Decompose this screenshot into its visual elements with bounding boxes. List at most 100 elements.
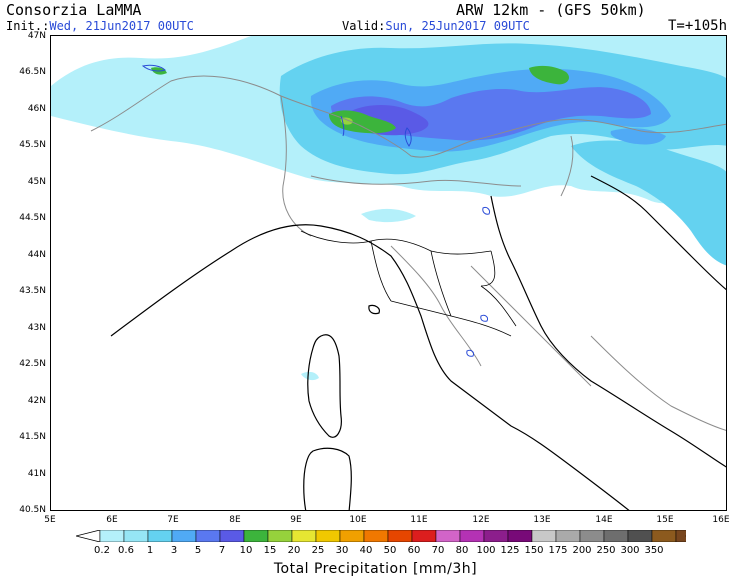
init-time: Init.:Wed, 21Jun2017 00UTC xyxy=(6,19,194,33)
colorbar-swatch xyxy=(219,530,245,542)
colorbar-swatch xyxy=(243,530,269,542)
cb-label-30: 30 xyxy=(335,545,349,556)
colorbar-swatch xyxy=(339,530,365,542)
colorbar-swatch xyxy=(267,530,293,542)
colorbar-swatch xyxy=(675,530,686,542)
colorbar-swatch xyxy=(579,530,605,542)
lat-label-47: 47N xyxy=(27,31,46,41)
cb-label-125: 125 xyxy=(500,545,520,556)
country-borders xyxy=(90,75,726,431)
valid-time: Valid:Sun, 25Jun2017 09UTC xyxy=(342,19,530,33)
lon-label-16e: 16E xyxy=(712,515,730,525)
coast-ligurian-tyrrhenian xyxy=(110,224,630,510)
cb-label-100: 100 xyxy=(476,545,496,556)
precip-area-east-balkans xyxy=(571,140,726,266)
organization-title: Consorzia LaMMA xyxy=(6,1,142,19)
precip-area-yellowgreen-lombardy xyxy=(340,117,353,125)
lat-label-41: 41N xyxy=(27,469,46,479)
precip-area-green-lombardy xyxy=(329,110,396,134)
cb-label-15: 15 xyxy=(263,545,277,556)
coastlines xyxy=(110,175,726,510)
precip-area-green-tyrol xyxy=(529,65,570,85)
cb-label-250: 250 xyxy=(596,545,616,556)
corsica-island xyxy=(307,334,342,438)
init-value: Wed, 21Jun2017 00UTC xyxy=(49,19,194,33)
colorbar-swatch xyxy=(435,530,461,542)
precip-area-corsica-light xyxy=(301,371,319,381)
lat-label-41-5: 41.5N xyxy=(19,432,46,442)
lat-label-46: 46N xyxy=(27,104,46,114)
lon-label-6e: 6E xyxy=(106,515,118,525)
colorbar-swatch xyxy=(147,530,173,542)
lon-label-12e: 12E xyxy=(472,515,490,525)
sardinia-island xyxy=(303,447,352,510)
coast-istria-dalmatia xyxy=(590,175,726,291)
lake-bolsena xyxy=(466,349,474,357)
colorbar-swatch xyxy=(195,530,221,542)
lat-label-42: 42N xyxy=(27,396,46,406)
colorbar-swatch xyxy=(483,530,509,542)
colorbar-swatch xyxy=(291,530,317,542)
lat-label-43: 43N xyxy=(27,323,46,333)
lon-label-7e: 7E xyxy=(167,515,179,525)
colorbar-swatch xyxy=(531,530,557,542)
colorbar-swatch xyxy=(387,530,413,542)
elba-island xyxy=(368,304,380,315)
forecast-hour: T=+105h xyxy=(668,18,728,34)
colorbar-swatch xyxy=(603,530,629,542)
colorbar-swatch xyxy=(123,530,149,542)
cb-label-350: 350 xyxy=(644,545,664,556)
precip-area-apennine-light xyxy=(361,208,416,223)
lat-label-45: 45N xyxy=(27,177,46,187)
cb-label-80: 80 xyxy=(455,545,469,556)
lat-label-42-5: 42.5N xyxy=(19,359,46,369)
colorbar-swatch xyxy=(459,530,485,542)
lon-label-13e: 13E xyxy=(533,515,551,525)
colorbar-swatch xyxy=(171,530,197,542)
map-canvas xyxy=(51,36,726,510)
cb-label-40: 40 xyxy=(359,545,373,556)
precip-colorbar xyxy=(76,530,686,542)
colorbar-swatch xyxy=(411,530,437,542)
lat-label-43-5: 43.5N xyxy=(19,286,46,296)
cb-label-7: 7 xyxy=(218,545,226,556)
lake-como xyxy=(340,115,345,137)
coast-adriatic xyxy=(490,195,726,468)
precip-shading xyxy=(51,36,726,381)
lon-label-10e: 10E xyxy=(349,515,367,525)
cb-label-200: 200 xyxy=(572,545,592,556)
model-title: ARW 12km - (GFS 50km) xyxy=(456,1,646,19)
cb-label-0-6: 0.6 xyxy=(118,545,134,556)
lake-geneva xyxy=(141,64,166,72)
lat-label-45-5: 45.5N xyxy=(19,140,46,150)
colorbar-swatch xyxy=(315,530,341,542)
cb-label-175: 175 xyxy=(548,545,568,556)
colorbar-swatch xyxy=(627,530,653,542)
colorbar-swatch xyxy=(555,530,581,542)
precipitation-map xyxy=(50,35,727,511)
cb-label-10: 10 xyxy=(239,545,253,556)
cb-label-3: 3 xyxy=(170,545,178,556)
cb-label-150: 150 xyxy=(524,545,544,556)
lat-label-44: 44N xyxy=(27,250,46,260)
cb-label-5: 5 xyxy=(194,545,202,556)
lake-venice-lagoon xyxy=(482,207,490,215)
valid-label: Valid: xyxy=(342,19,386,33)
init-label: Init.: xyxy=(6,19,50,33)
lat-label-46-5: 46.5N xyxy=(19,67,46,77)
cb-label-50: 50 xyxy=(383,545,397,556)
lon-label-9e: 9E xyxy=(290,515,302,525)
region-boundaries xyxy=(300,230,517,337)
cb-label-20: 20 xyxy=(287,545,301,556)
valid-value: Sun, 25Jun2017 09UTC xyxy=(385,19,530,33)
cb-label-70: 70 xyxy=(431,545,445,556)
colorbar-swatch xyxy=(363,530,389,542)
lakes xyxy=(141,64,490,357)
lake-trasimeno xyxy=(480,314,488,322)
cb-label-0-2: 0.2 xyxy=(94,545,110,556)
cb-label-60: 60 xyxy=(407,545,421,556)
lon-label-11e: 11E xyxy=(410,515,428,525)
colorbar-left-arrow xyxy=(76,530,101,542)
lon-label-14e: 14E xyxy=(595,515,613,525)
colorbar-swatch xyxy=(651,530,677,542)
